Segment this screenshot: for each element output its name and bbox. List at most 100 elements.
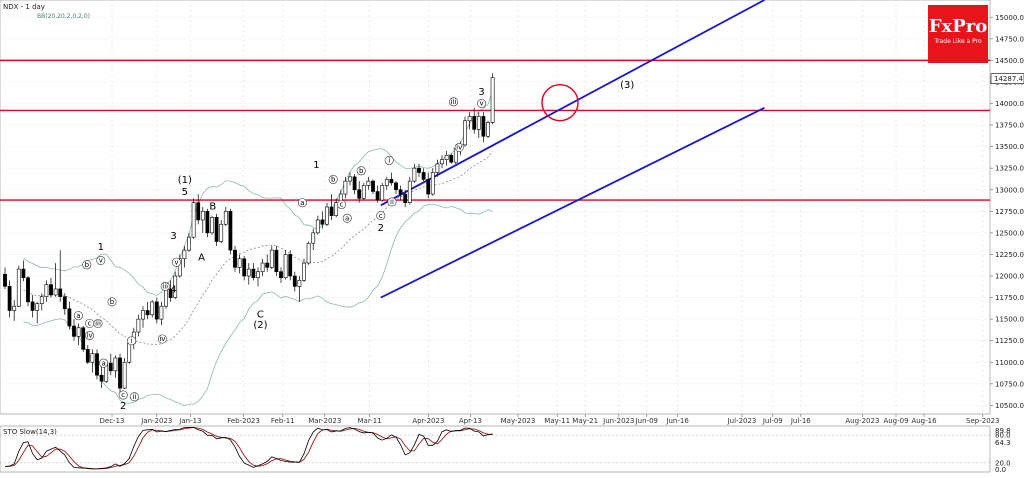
candle-body	[81, 327, 86, 350]
wave-circle	[160, 281, 170, 291]
fxpro-logo[interactable]: FxPro Trade Like a Pro	[928, 5, 988, 63]
candle-body	[269, 249, 274, 268]
candle-body	[315, 219, 320, 234]
wave-circle	[171, 257, 181, 267]
candle-body	[177, 258, 182, 277]
wave-circle	[82, 260, 92, 270]
candle-body	[426, 179, 431, 195]
wave-circle	[99, 358, 109, 368]
candle-body	[90, 353, 95, 363]
main-plot-area	[0, 0, 991, 415]
candle-body	[237, 258, 242, 268]
candle-body	[85, 349, 90, 363]
wave-label: c	[340, 201, 344, 209]
y-tick-label: 12000.00	[995, 273, 1024, 281]
x-tick-label: Jun-2023	[602, 417, 634, 425]
y-tick-label: 11500.00	[995, 316, 1024, 324]
candle-body	[329, 206, 334, 216]
wave-label: b	[359, 167, 364, 175]
wave-label: v	[99, 257, 103, 265]
candle-body	[12, 305, 17, 311]
stoch-tick-label: 0.0	[995, 466, 1006, 474]
candle-body	[62, 296, 67, 310]
candle-body	[200, 211, 205, 221]
y-tick-label: 15000.00	[995, 14, 1024, 22]
candle-body	[7, 286, 12, 311]
candle-body	[21, 268, 26, 279]
wave-label: (1)	[178, 175, 192, 186]
candle-body	[472, 116, 477, 130]
candle-body	[467, 116, 472, 122]
y-tick-label: 13000.00	[995, 186, 1024, 194]
wave-label: a	[345, 214, 349, 222]
candle-body	[421, 172, 426, 180]
y-tick-label: 14750.00	[995, 35, 1024, 43]
candle-body	[371, 180, 375, 192]
x-tick-label: Dec-13	[100, 417, 125, 425]
wave-label: c	[88, 320, 92, 328]
y-tick-label: 11750.00	[995, 294, 1024, 302]
wave-label: a	[300, 199, 304, 207]
y-tick-label: 11250.00	[995, 337, 1024, 345]
candle-body	[113, 357, 118, 372]
candle-body	[292, 275, 297, 287]
wave-label: 1	[313, 160, 319, 171]
wave-label: iii	[95, 320, 101, 328]
candle-body	[256, 271, 260, 279]
stochastic-title: STO Slow(14,3)	[3, 428, 57, 436]
candle-body	[334, 202, 339, 216]
wave-circle	[157, 334, 167, 344]
y-tick-label: 13750.00	[995, 122, 1024, 130]
x-tick-label: Feb-11	[271, 417, 295, 425]
wave-label: 4	[170, 284, 176, 295]
wave-circle	[93, 318, 103, 328]
candle-body	[444, 154, 449, 160]
x-tick-label: Feb-2023	[227, 417, 260, 425]
x-tick-label: Jan-13	[178, 417, 201, 425]
candle-body	[168, 288, 173, 298]
candle-body	[127, 342, 132, 363]
y-tick-label: 11000.00	[995, 359, 1024, 367]
candle-body	[417, 167, 421, 173]
y-tick-label: 14500.00	[995, 57, 1024, 65]
candle-body	[325, 206, 329, 225]
stoch-tick-label: 80.0	[995, 432, 1011, 440]
wave-circle	[376, 211, 386, 221]
wave-label: a	[101, 359, 105, 367]
candle-body	[279, 271, 283, 279]
wave-label: iv	[87, 332, 93, 340]
current-price-tag	[990, 73, 1024, 85]
stoch-tick-label: 64.3	[995, 439, 1011, 447]
candle-body	[219, 223, 224, 242]
candle-body	[76, 327, 81, 337]
candle-body	[274, 249, 279, 272]
candle-body	[476, 116, 481, 130]
wave-label: (2)	[253, 320, 267, 331]
wave-circle	[118, 390, 128, 400]
candle-body	[260, 262, 265, 272]
wave-circle	[454, 142, 464, 152]
candle-body	[352, 176, 357, 191]
wave-circle	[449, 97, 459, 107]
wave-circle	[127, 336, 137, 346]
candle-body	[228, 211, 233, 251]
y-tick-label: 10750.00	[995, 380, 1024, 388]
wave-circle	[328, 174, 338, 184]
x-tick-label: Jul-2023	[727, 417, 757, 425]
candle-body	[196, 202, 201, 221]
candle-body	[30, 301, 35, 311]
candle-body	[297, 280, 302, 287]
x-tick-label: Apr-13	[459, 417, 482, 425]
candle-body	[182, 249, 187, 260]
candle-body	[490, 77, 495, 123]
stochastic-lines	[0, 426, 990, 470]
candle-body	[440, 159, 444, 165]
x-tick-label: May-2023	[501, 417, 536, 425]
candle-body	[394, 182, 398, 191]
wave-label: v	[480, 100, 484, 108]
time-axis: Dec-13 Jan-2023 Jan-13 Feb-2023 Feb-11 Mar-20…	[100, 414, 1000, 425]
wave-label: iii	[162, 283, 168, 291]
wave-label: (3)	[620, 80, 634, 91]
wave-circle	[73, 311, 83, 321]
